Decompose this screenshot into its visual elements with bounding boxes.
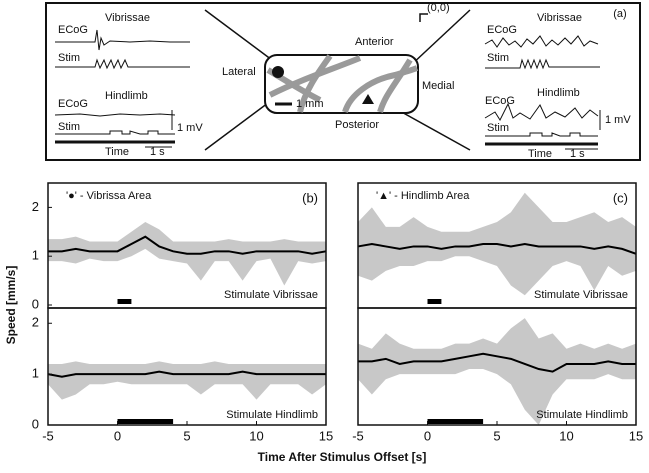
annotation: Stimulate Hindlimb (226, 409, 318, 421)
text: Posterior (335, 119, 379, 131)
text: Lateral (222, 66, 256, 78)
y-tick-label: 0 (32, 416, 39, 431)
text: Hindlimb (537, 87, 580, 99)
text: 1 s (150, 146, 165, 158)
stimulus-bar (118, 419, 174, 424)
origin-mark (420, 14, 428, 22)
text: ECoG (58, 24, 88, 36)
text: Anterior (355, 36, 394, 48)
text: 1 mm (296, 98, 324, 110)
text: 1 s (570, 148, 585, 160)
text: Medial (422, 80, 454, 92)
band (48, 361, 326, 399)
annotation: Stimulate Hindlimb (536, 409, 628, 421)
text: Hindlimb (105, 90, 148, 102)
x-axis-label: Time After Stimulus Offset [s] (258, 450, 427, 464)
y-tick-label: 2 (32, 315, 39, 330)
text: (0,0) (427, 2, 450, 14)
text: Stim (58, 52, 80, 64)
text: Stim (58, 121, 80, 133)
text: 1 mV (177, 122, 203, 134)
y-tick-label: 2 (32, 199, 39, 214)
annotation: Stimulate Vibrissae (224, 289, 318, 301)
y-tick-label: 1 (32, 366, 39, 381)
trace (55, 114, 175, 116)
x-tick-label: 5 (183, 428, 190, 443)
text: Stim (487, 122, 509, 134)
panel-title: '●' - Vibrissa Area (66, 190, 152, 202)
text: ECoG (58, 98, 88, 110)
connector (205, 100, 272, 150)
vibrissa-site (272, 66, 284, 78)
x-tick-label: -5 (42, 428, 54, 443)
stimulus-bar (118, 299, 132, 304)
x-tick-label: -5 (352, 428, 364, 443)
panel-label: (b) (302, 190, 318, 205)
figure: (a) ECoG Vibrissae Stim ECoG Hindlimb St… (0, 0, 649, 468)
x-tick-label: 0 (424, 428, 431, 443)
trace (485, 36, 598, 47)
x-tick-label: 15 (319, 428, 333, 443)
y-axis-label: Speed [mm/s] (4, 266, 18, 345)
x-tick-label: 10 (249, 428, 263, 443)
x-tick-label: 0 (114, 428, 121, 443)
annotation: Stimulate Vibrissae (534, 289, 628, 301)
text: 1 mV (605, 114, 631, 126)
text: ECoG (487, 24, 517, 36)
stimulus-bar (428, 419, 484, 424)
x-tick-label: 10 (559, 428, 573, 443)
x-tick-label: 5 (493, 428, 500, 443)
panel-label: (c) (613, 190, 628, 205)
text: Vibrissae (105, 12, 150, 24)
y-tick-label: 0 (32, 296, 39, 311)
text: ECoG (485, 95, 515, 107)
panel-label: (a) (613, 8, 626, 20)
text: Time (528, 148, 552, 160)
x-tick-label: 15 (629, 428, 643, 443)
text: Stim (487, 52, 509, 64)
text: Vibrissae (537, 12, 582, 24)
y-tick-label: 1 (32, 248, 39, 263)
panel-title: '▲' - Hindlimb Area (376, 190, 470, 202)
connector (205, 10, 272, 60)
stimulus-bar (428, 299, 442, 304)
text: Time (105, 146, 129, 158)
